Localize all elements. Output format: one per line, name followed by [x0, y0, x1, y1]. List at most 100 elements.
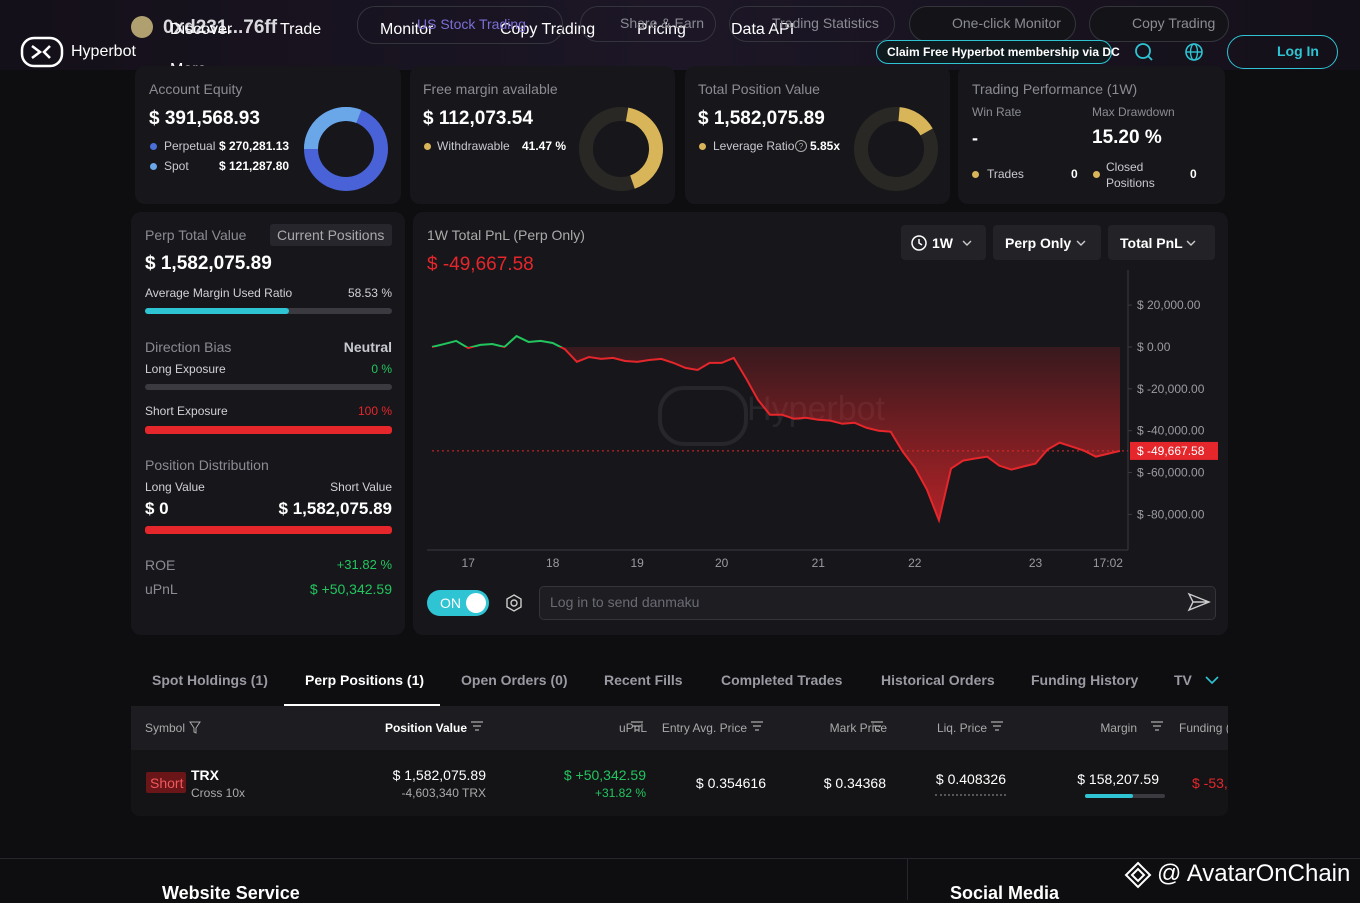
expand-icon[interactable]: [1204, 674, 1220, 686]
stat-value: 100 %: [357, 404, 392, 418]
stat-label: Long Exposure: [145, 362, 226, 376]
th[interactable]: Liq. Price: [936, 721, 987, 735]
progress-fill: [145, 308, 289, 314]
stat-label: Long Value: [145, 480, 205, 494]
nav2-item[interactable]: Trading Statistics: [772, 15, 879, 31]
th[interactable]: uPnL: [618, 721, 647, 735]
help-icon[interactable]: ?: [794, 139, 808, 153]
stat-label: ROE: [145, 557, 176, 573]
value-label: $ -49,667.58: [1137, 444, 1205, 458]
address[interactable]: 0xd231...76ff: [163, 17, 278, 38]
login-button[interactable]: [1227, 35, 1338, 69]
tab[interactable]: Perp Positions (1): [305, 672, 425, 688]
x-tick-label: 18: [546, 556, 560, 570]
nav-item[interactable]: Pricing: [637, 21, 686, 38]
nav-pill[interactable]: [909, 6, 1076, 42]
stat-label: Closed Positions: [1106, 160, 1155, 190]
progress-fill: [145, 526, 392, 534]
nav2-item[interactable]: Share & Earn: [620, 15, 705, 31]
tab[interactable]: Completed Trades: [721, 672, 843, 688]
login-text[interactable]: Log In: [1277, 43, 1319, 59]
card-value: $ 112,073.54: [423, 108, 533, 129]
x-tick-label: 19: [631, 556, 645, 570]
stat-label: Short Value: [330, 480, 392, 494]
stat-value: 0 %: [371, 362, 392, 376]
card: [958, 66, 1225, 204]
mode: Cross 10x: [191, 786, 246, 800]
stat-label: Average Margin Used Ratio: [145, 286, 293, 300]
filter-button[interactable]: [901, 225, 986, 260]
tab[interactable]: Historical Orders: [881, 672, 995, 688]
table: Symbol Position Value uPnL Entry Avg. Pr…: [131, 706, 1228, 816]
filter-text[interactable]: Perp Only: [1005, 235, 1072, 251]
send-icon[interactable]: [1187, 591, 1211, 613]
nav-item[interactable]: Monitor: [380, 21, 434, 38]
globe-icon[interactable]: [1184, 42, 1204, 62]
stat-value: $ 0: [145, 499, 169, 518]
tab[interactable]: Recent Fills: [604, 672, 683, 688]
item-label: Leverage Ratio: [713, 139, 795, 153]
th[interactable]: Entry Avg. Price: [661, 721, 747, 735]
avatar: [131, 16, 153, 38]
nav-item[interactable]: Trade: [280, 21, 322, 38]
th[interactable]: Mark Price: [829, 721, 887, 735]
watermark-icon: [1124, 861, 1152, 889]
symbol[interactable]: TRX: [191, 767, 219, 783]
search-icon[interactable]: [1134, 42, 1154, 62]
tab[interactable]: Funding History: [1031, 672, 1139, 688]
footer-heading: Social Media: [950, 883, 1060, 903]
danmaku-input[interactable]: [539, 586, 1216, 620]
pnl-line-up: [431, 334, 563, 347]
td: $ 0.354616: [695, 775, 766, 791]
value-label-bg: [1130, 441, 1218, 460]
legend-dot: [1093, 171, 1100, 178]
card-value: $ 1,582,075.89: [145, 253, 272, 274]
x-tick-label: 20: [715, 556, 729, 570]
donut: [304, 107, 388, 191]
y-tick-label: $ 0.00: [1137, 340, 1171, 354]
input-placeholder[interactable]: Log in to send danmaku: [550, 594, 700, 610]
tab[interactable]: TV: [1174, 672, 1192, 688]
footer-divider: [0, 858, 1360, 859]
nav-pill[interactable]: [357, 6, 563, 44]
logo-text[interactable]: Hyperbot: [71, 43, 136, 60]
stat-value: 58.53 %: [347, 286, 392, 300]
promo-pill[interactable]: [876, 40, 1112, 64]
card-value: $ 391,568.93: [149, 108, 260, 129]
donut: [579, 107, 663, 191]
settings-icon[interactable]: [504, 593, 524, 613]
filter-text[interactable]: Total PnL: [1120, 235, 1183, 251]
th[interactable]: Funding (: [1179, 721, 1228, 735]
nav-pill[interactable]: [729, 6, 895, 42]
item-label: Perpetual: [164, 139, 216, 153]
tab[interactable]: Spot Holdings (1): [152, 672, 268, 688]
toggle-text[interactable]: ON: [440, 595, 461, 611]
nav-pill[interactable]: [1089, 6, 1229, 42]
watermark-logo: [658, 386, 748, 446]
toggle-knob: [466, 593, 486, 613]
filter-button[interactable]: [1108, 225, 1215, 260]
th[interactable]: Symbol: [145, 721, 186, 735]
tab-bg[interactable]: [270, 224, 392, 246]
td: -4,603,340 TRX: [401, 786, 487, 800]
tab[interactable]: Open Orders (0): [461, 672, 568, 688]
card-title: Total Position Value: [698, 81, 820, 97]
item-value: 41.47 %: [522, 139, 567, 153]
promo-text[interactable]: Claim Free Hyperbot membership via DC: [887, 45, 1120, 59]
nav-item[interactable]: Discover: [170, 21, 233, 38]
th[interactable]: Position Value: [384, 721, 467, 735]
filter-text[interactable]: 1W: [932, 235, 953, 251]
stat-value: $ +50,342.59: [309, 581, 392, 597]
table-header: [131, 706, 1228, 750]
nav-pill[interactable]: [580, 6, 716, 42]
nav2-item[interactable]: US Stock Trading: [417, 16, 526, 32]
th[interactable]: Margin: [1100, 721, 1137, 735]
tab[interactable]: Current Positions: [277, 227, 385, 243]
pnl-line-down: [431, 346, 1121, 524]
card: [131, 212, 405, 635]
pnl-area: [432, 346, 1120, 521]
td: $ 1,582,075.89: [392, 767, 486, 783]
item-value: 5.85x: [810, 139, 841, 153]
nav2-item[interactable]: Copy Trading: [1132, 15, 1216, 31]
nav2-item[interactable]: One-click Monitor: [952, 15, 1061, 31]
